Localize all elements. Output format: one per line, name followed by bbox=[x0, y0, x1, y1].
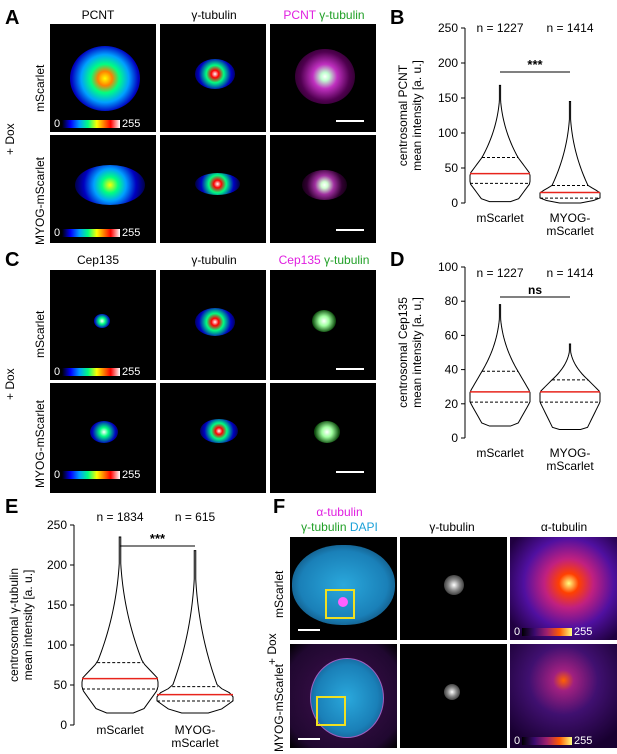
n-label: n = 1414 bbox=[546, 266, 593, 280]
y-tick-label: 50 bbox=[54, 678, 68, 692]
violin bbox=[81, 536, 159, 714]
micrograph-merge-bottom bbox=[270, 383, 376, 493]
micrograph-cep135-top: 0 255 bbox=[50, 270, 156, 380]
col-header-gtub: γ-tubulin bbox=[429, 520, 475, 534]
y-tick-label: 50 bbox=[445, 161, 459, 175]
micrograph-merge-top bbox=[270, 24, 376, 132]
y-axis-label: centrosomal PCNT bbox=[396, 64, 410, 166]
x-category-label: mScarlet bbox=[476, 446, 524, 460]
significance-label: *** bbox=[150, 531, 166, 546]
y-tick-label: 250 bbox=[438, 21, 458, 35]
n-label: n = 1227 bbox=[476, 21, 523, 35]
y-axis-label: mean intensity [a. u.] bbox=[21, 570, 35, 681]
violin bbox=[469, 304, 531, 427]
micrograph-gtub-top bbox=[160, 24, 266, 132]
x-category-label: mScarlet bbox=[546, 459, 594, 473]
row-label: mScarlet bbox=[33, 64, 47, 112]
violin-chart-d: 0 20 40 60 80 100 centrosomal Cep135 mean inten… bbox=[396, 260, 601, 473]
panel-label-c: C bbox=[5, 249, 20, 271]
x-category-label: MYOG- bbox=[550, 211, 591, 225]
row-label: mScarlet bbox=[33, 310, 47, 358]
micrograph-pcnt-bottom: 0 255 bbox=[50, 135, 156, 243]
col-header-pcnt: PCNT bbox=[81, 8, 115, 22]
col-header-cep135: Cep135 bbox=[76, 253, 120, 267]
x-category-label: mScarlet bbox=[546, 224, 594, 238]
y-tick-label: 200 bbox=[47, 558, 67, 572]
y-tick-label: 0 bbox=[451, 196, 458, 210]
x-category-label: mScarlet bbox=[171, 736, 219, 750]
y-tick-label: 0 bbox=[451, 431, 458, 445]
panel-label-d: D bbox=[390, 249, 405, 271]
micrograph-merge-bottom bbox=[270, 135, 376, 243]
x-category-label: mScarlet bbox=[476, 211, 524, 225]
y-tick-label: 0 bbox=[60, 718, 67, 732]
micrograph-gtub-top bbox=[400, 537, 507, 640]
row-label: mScarlet bbox=[272, 570, 286, 618]
micrograph-atub-top: 0 255 bbox=[510, 537, 617, 640]
y-tick-label: 150 bbox=[47, 598, 67, 612]
micrograph-merge-bottom bbox=[290, 644, 397, 748]
violin bbox=[469, 84, 531, 203]
micrograph-gtub-bottom bbox=[160, 135, 266, 243]
x-category-label: MYOG- bbox=[550, 446, 591, 460]
col-header-gtub: γ-tubulin bbox=[191, 253, 237, 267]
n-label: n = 1227 bbox=[476, 266, 523, 280]
micrograph-atub-bottom: 0 255 bbox=[510, 644, 617, 748]
y-axis-label: mean intensity [a. u.] bbox=[410, 297, 424, 408]
y-tick-label: 40 bbox=[445, 363, 459, 377]
col-header-merge: Cep135 γ-tubulin bbox=[278, 253, 370, 267]
y-tick-label: 20 bbox=[445, 397, 459, 411]
y-tick-label: 80 bbox=[445, 294, 459, 308]
y-axis-label: mean intensity [a. u.] bbox=[410, 60, 424, 171]
row-label: MYOG-mScarlet bbox=[272, 663, 286, 752]
significance-label: *** bbox=[527, 57, 543, 72]
col-header-atub: α-tubulin bbox=[540, 520, 588, 534]
y-tick-label: 100 bbox=[47, 638, 67, 652]
row-label: MYOG-mScarlet bbox=[33, 399, 47, 488]
violin-chart-e: 0 50 100 150 200 250 centrosomal γ-tubulin mean… bbox=[7, 510, 234, 750]
micrograph-gtub-top bbox=[160, 270, 266, 380]
violin bbox=[539, 343, 601, 430]
legend-gamma-dapi: γ-tubulin DAPI bbox=[301, 520, 378, 534]
micrograph-pcnt-top: 0 255 bbox=[50, 24, 156, 132]
micrograph-cep135-bottom: 0 255 bbox=[50, 383, 156, 493]
x-category-label: MYOG- bbox=[175, 723, 216, 737]
violin-chart-b: 0 50 100 150 200 250 centrosomal PCNT mean inte… bbox=[396, 21, 601, 238]
x-category-label: mScarlet bbox=[96, 723, 144, 737]
row-label: MYOG-mScarlet bbox=[33, 156, 47, 245]
dox-label: + Dox bbox=[3, 123, 17, 155]
micrograph-merge-top bbox=[290, 537, 397, 640]
y-tick-label: 200 bbox=[438, 56, 458, 70]
panel-label-e: E bbox=[5, 496, 19, 518]
n-label: n = 615 bbox=[175, 510, 216, 524]
panel-label-a: A bbox=[5, 7, 20, 29]
y-tick-label: 100 bbox=[438, 260, 458, 274]
micrograph-gtub-bottom bbox=[400, 644, 507, 748]
col-header-merge: PCNT γ-tubulin bbox=[283, 8, 365, 22]
significance-label: ns bbox=[528, 283, 542, 297]
violin bbox=[156, 550, 234, 714]
n-label: n = 1414 bbox=[546, 21, 593, 35]
panel-label-f: F bbox=[273, 496, 286, 518]
micrograph-merge-top bbox=[270, 270, 376, 380]
violin bbox=[539, 101, 601, 204]
n-label: n = 1834 bbox=[96, 510, 143, 524]
dox-label: + Dox bbox=[265, 633, 279, 665]
y-axis-label: centrosomal γ-tubulin bbox=[7, 568, 21, 682]
y-tick-label: 150 bbox=[438, 91, 458, 105]
micrograph-gtub-bottom bbox=[160, 383, 266, 493]
legend-alpha-tubulin: α-tubulin bbox=[316, 505, 363, 519]
y-tick-label: 250 bbox=[47, 518, 67, 532]
dox-label: + Dox bbox=[3, 368, 17, 400]
panel-label-b: B bbox=[390, 7, 405, 29]
y-axis-label: centrosomal Cep135 bbox=[396, 297, 410, 408]
y-tick-label: 100 bbox=[438, 126, 458, 140]
y-tick-label: 60 bbox=[445, 328, 459, 342]
col-header-gtub: γ-tubulin bbox=[191, 8, 237, 22]
